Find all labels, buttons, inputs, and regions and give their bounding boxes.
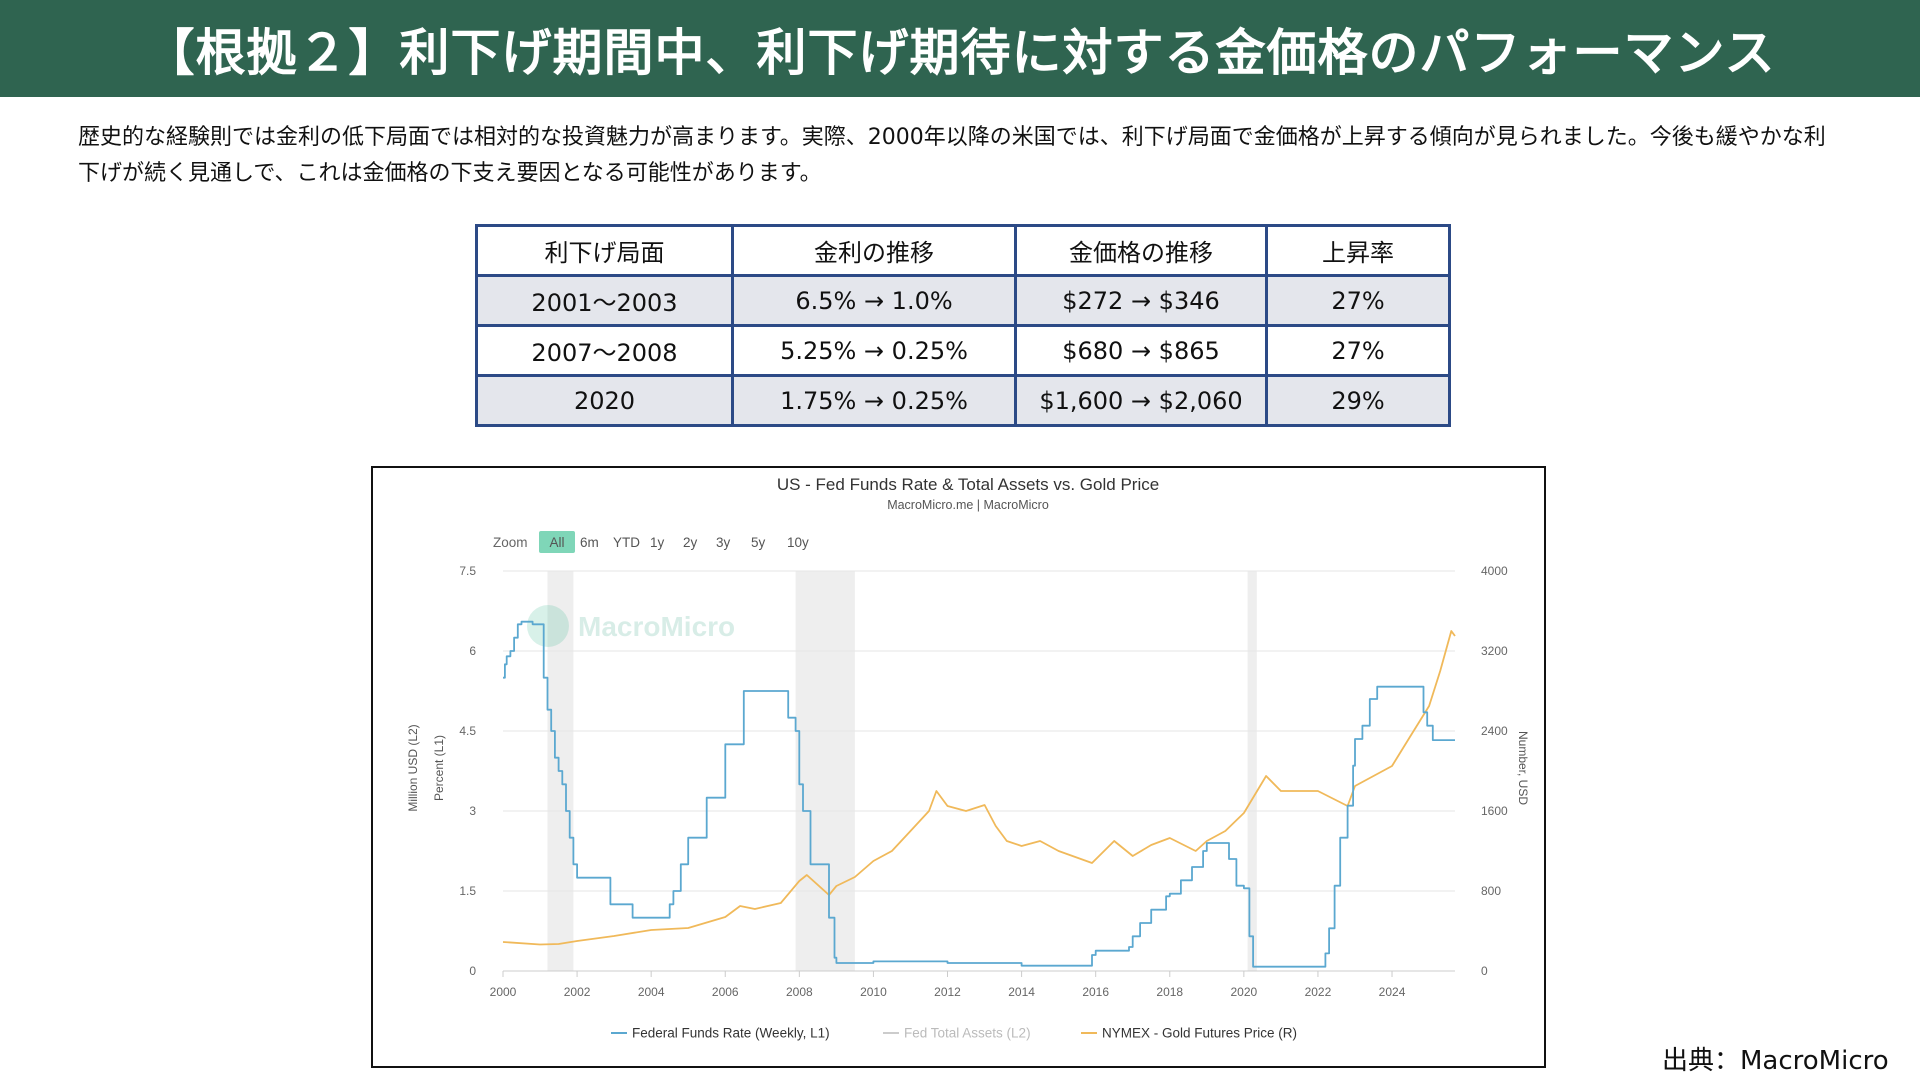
source-note: 出典：MacroMicro xyxy=(1662,1046,1889,1076)
right-axis-label: Number, USD xyxy=(1516,731,1530,805)
right-tick-label: 2400 xyxy=(1481,724,1508,738)
x-tick-label: 2004 xyxy=(638,985,665,999)
left-tick-label: 1.5 xyxy=(459,884,476,898)
recession-band xyxy=(795,571,855,971)
watermark: MacroMicro xyxy=(527,605,735,647)
x-tick-label: 2020 xyxy=(1231,985,1258,999)
table-cell: 29% xyxy=(1265,374,1451,427)
left-tick-label: 0 xyxy=(469,964,476,978)
zoom-button[interactable]: 3y xyxy=(716,535,731,550)
zoom-button[interactable]: 6m xyxy=(580,535,599,550)
table-header-phase: 利下げ局面 xyxy=(475,224,734,277)
zoom-button[interactable]: YTD xyxy=(613,535,640,550)
chart-subtitle: MacroMicro.me | MacroMicro xyxy=(887,498,1049,512)
zoom-button[interactable]: 2y xyxy=(683,535,698,550)
table-cell: 1.75% → 0.25% xyxy=(731,374,1017,427)
table-row: 2007〜2008 5.25% → 0.25% $680 → $865 27% xyxy=(475,324,1451,377)
x-tick-label: 2012 xyxy=(934,985,961,999)
x-tick-label: 2000 xyxy=(490,985,517,999)
table-cell: 2007〜2008 xyxy=(475,324,734,377)
table-cell: $1,600 → $2,060 xyxy=(1014,374,1268,427)
zoom-label: Zoom xyxy=(493,535,528,550)
right-tick-label: 800 xyxy=(1481,884,1501,898)
left-axis-label-l1: Percent (L1) xyxy=(432,735,446,801)
zoom-bar: Zoom All 6m YTD 1y 2y 3y 5y 10y xyxy=(493,531,809,553)
table-cell: 27% xyxy=(1265,274,1451,327)
right-tick-label: 1600 xyxy=(1481,804,1508,818)
table-cell: 2020 xyxy=(475,374,734,427)
right-tick-label: 4000 xyxy=(1481,564,1508,578)
left-axis-label-l2: Million USD (L2) xyxy=(406,724,420,811)
zoom-button[interactable]: All xyxy=(549,535,564,550)
table-header-row: 利下げ局面 金利の推移 金価格の推移 上昇率 xyxy=(475,224,1451,277)
left-tick-label: 3 xyxy=(469,804,476,818)
right-tick-label: 3200 xyxy=(1481,644,1508,658)
intro-paragraph: 歴史的な経験則では金利の低下局面では相対的な投資魅力が高まります。実際、2000… xyxy=(78,125,1826,186)
x-tick-label: 2002 xyxy=(564,985,591,999)
x-tick-label: 2014 xyxy=(1008,985,1035,999)
left-tick-label: 4.5 xyxy=(459,724,476,738)
x-tick-label: 2016 xyxy=(1082,985,1109,999)
watermark-logo-icon xyxy=(527,605,569,647)
x-tick-label: 2024 xyxy=(1379,985,1406,999)
recession-band xyxy=(1247,571,1257,971)
x-tick-label: 2008 xyxy=(786,985,813,999)
rate-cut-table: 利下げ局面 金利の推移 金価格の推移 上昇率 2001〜2003 6.5% → … xyxy=(475,224,1451,427)
page-title: 【根拠２】利下げ期間中、利下げ期待に対する金価格のパフォーマンス xyxy=(144,23,1776,82)
fed-funds-rate-line xyxy=(503,620,1455,968)
chart-legend: Federal Funds Rate (Weekly, L1) Fed Total… xyxy=(611,1026,1297,1041)
table-cell: $272 → $346 xyxy=(1014,274,1268,327)
table-cell: 27% xyxy=(1265,324,1451,377)
recession-bands xyxy=(547,571,1257,971)
zoom-button[interactable]: 10y xyxy=(787,535,809,550)
legend-item[interactable]: NYMEX - Gold Futures Price (R) xyxy=(1102,1026,1297,1041)
table-cell: 2001〜2003 xyxy=(475,274,734,327)
chart-title: US - Fed Funds Rate & Total Assets vs. G… xyxy=(777,475,1159,494)
legend-item[interactable]: Fed Total Assets (L2) xyxy=(904,1026,1031,1041)
legend-item[interactable]: Federal Funds Rate (Weekly, L1) xyxy=(632,1026,830,1041)
zoom-selected-highlight xyxy=(539,531,575,553)
left-tick-label: 7.5 xyxy=(459,564,476,578)
x-tick-label: 2018 xyxy=(1156,985,1183,999)
table-header-rise: 上昇率 xyxy=(1265,224,1451,277)
axes: Million USD (L2) Percent (L1) Number, US… xyxy=(406,564,1530,999)
table-row: 2020 1.75% → 0.25% $1,600 → $2,060 29% xyxy=(475,374,1451,427)
title-bar: 【根拠２】利下げ期間中、利下げ期待に対する金価格のパフォーマンス xyxy=(0,0,1920,97)
table-header-rate: 金利の推移 xyxy=(731,224,1017,277)
x-tick-label: 2006 xyxy=(712,985,739,999)
x-tick-label: 2010 xyxy=(860,985,887,999)
series-lines xyxy=(502,620,1456,968)
chart-frame: MacroMicro US - Fed Funds Rate & Total A… xyxy=(371,466,1546,1068)
left-tick-label: 6 xyxy=(469,644,476,658)
table-header-gold: 金価格の推移 xyxy=(1014,224,1268,277)
zoom-button[interactable]: 1y xyxy=(650,535,665,550)
zoom-button[interactable]: 5y xyxy=(751,535,766,550)
chart-svg: MacroMicro US - Fed Funds Rate & Total A… xyxy=(406,475,1530,1041)
table-cell: 6.5% → 1.0% xyxy=(731,274,1017,327)
table-cell: 5.25% → 0.25% xyxy=(731,324,1017,377)
table-cell: $680 → $865 xyxy=(1014,324,1268,377)
gold-price-line xyxy=(502,630,1456,946)
watermark-text: MacroMicro xyxy=(578,611,735,642)
x-tick-label: 2022 xyxy=(1305,985,1332,999)
right-tick-label: 0 xyxy=(1481,964,1488,978)
table-row: 2001〜2003 6.5% → 1.0% $272 → $346 27% xyxy=(475,274,1451,327)
